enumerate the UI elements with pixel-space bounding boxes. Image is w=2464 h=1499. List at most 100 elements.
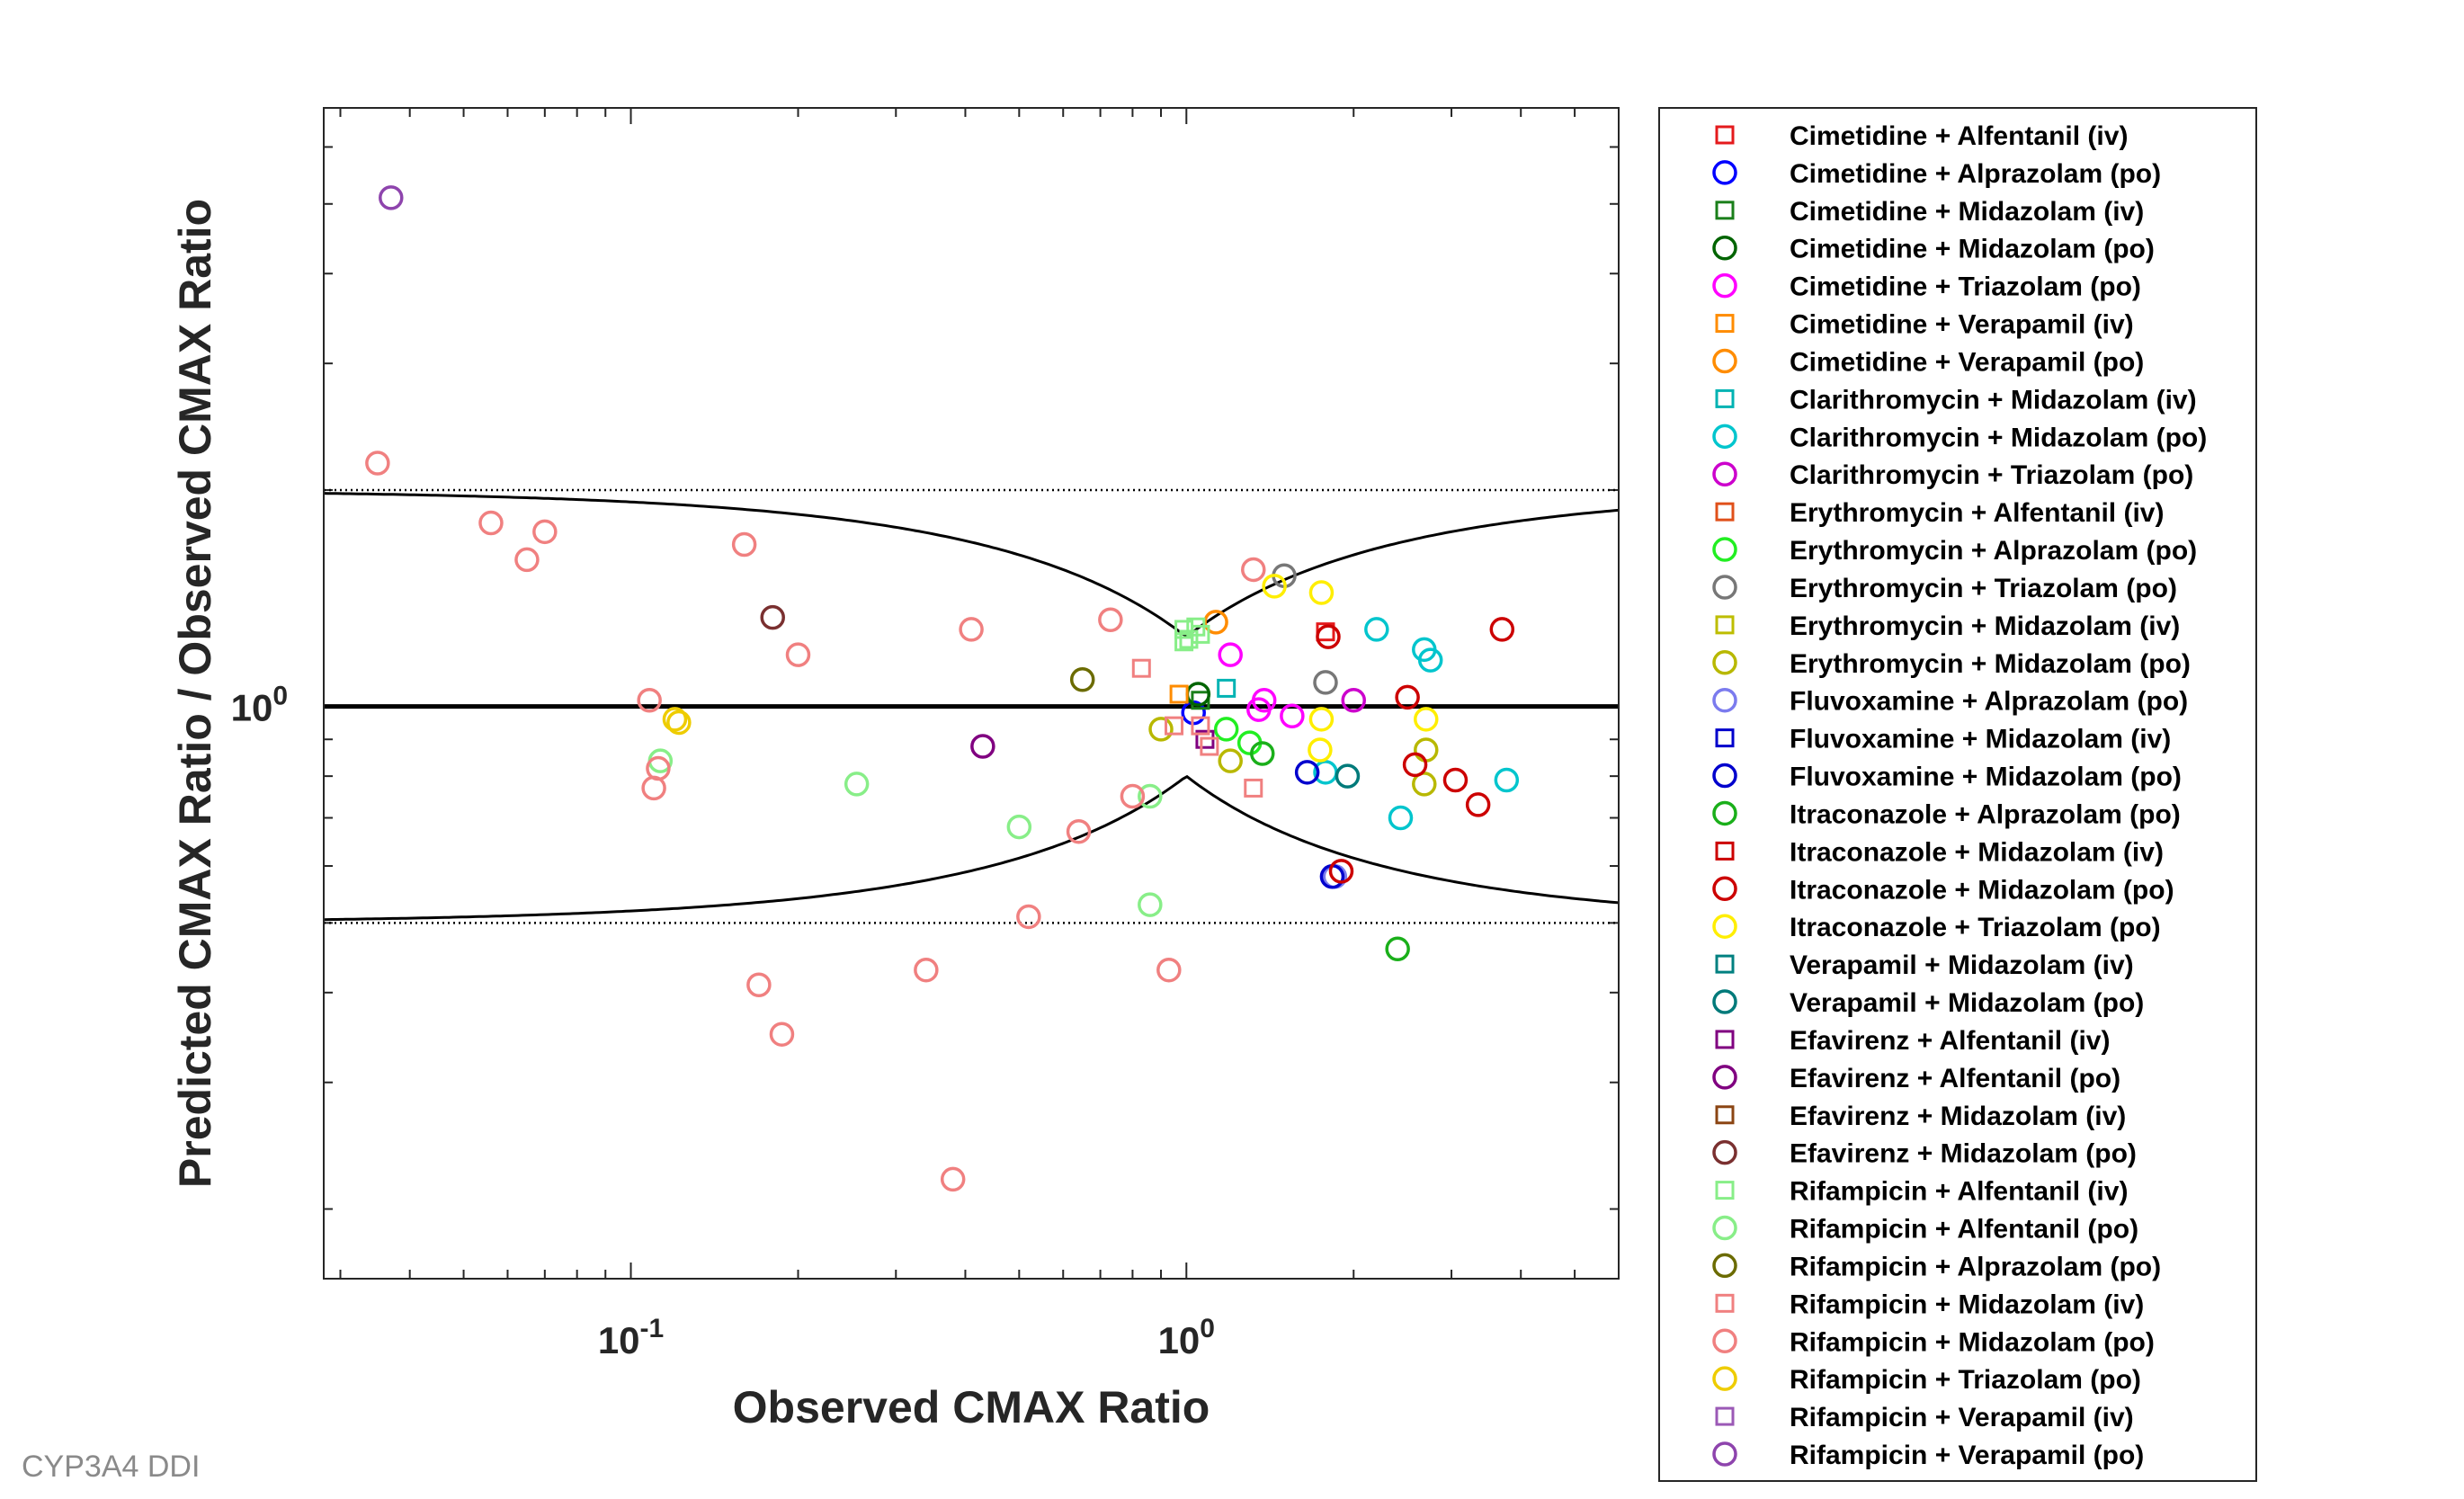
data-point bbox=[1191, 716, 1210, 736]
data-point bbox=[1364, 617, 1389, 642]
legend-entry: Rifampicin + Verapamil (po) bbox=[1790, 1441, 2144, 1470]
data-point bbox=[1098, 607, 1123, 632]
data-point bbox=[1156, 957, 1182, 983]
legend-box bbox=[1658, 107, 2257, 1482]
data-point bbox=[970, 734, 995, 759]
legend-entry: Itraconazole + Triazolam (po) bbox=[1790, 913, 2161, 942]
legend-entry: Rifampicin + Verapamil (iv) bbox=[1790, 1403, 2134, 1432]
y-axis-label: Predicted CMAX Ratio / Observed CMAX Rat… bbox=[170, 199, 220, 1188]
data-point bbox=[1174, 632, 1194, 652]
legend-marker bbox=[1712, 1441, 1737, 1467]
legend-entry: Cimetidine + Alprazolam (po) bbox=[1790, 159, 2161, 189]
legend-marker bbox=[1715, 388, 1735, 408]
legend-marker bbox=[1712, 1328, 1737, 1354]
data-point bbox=[760, 604, 785, 630]
x-tick-labels: 10-1 100 bbox=[598, 1314, 1215, 1361]
legend-entry: Itraconazole + Alprazolam (po) bbox=[1790, 799, 2181, 829]
data-point bbox=[1442, 767, 1469, 793]
data-point bbox=[365, 451, 390, 476]
data-point bbox=[769, 1022, 795, 1047]
data-point bbox=[731, 531, 757, 558]
data-point bbox=[1131, 658, 1151, 678]
data-point bbox=[1069, 666, 1095, 692]
plot-area bbox=[324, 108, 1619, 1279]
legend-marker bbox=[1712, 461, 1737, 486]
y-tick-label: 100 bbox=[231, 682, 288, 729]
legend-marker bbox=[1715, 314, 1735, 334]
data-point bbox=[641, 775, 666, 801]
data-point bbox=[1241, 557, 1266, 583]
legend-entry: Erythromycin + Alprazolam (po) bbox=[1790, 536, 2197, 566]
legend-entry: Cimetidine + Verapamil (po) bbox=[1790, 347, 2144, 377]
data-point bbox=[1120, 783, 1146, 809]
data-point bbox=[478, 510, 504, 536]
legend-marker bbox=[1712, 800, 1737, 826]
x-axis-label: Observed CMAX Ratio bbox=[733, 1382, 1210, 1432]
y-tick-labels: 100 bbox=[231, 682, 288, 729]
legend-marker bbox=[1712, 160, 1737, 185]
legend-marker bbox=[1712, 575, 1737, 600]
legend-marker bbox=[1712, 1253, 1737, 1279]
legend-entry: Clarithromycin + Triazolam (po) bbox=[1790, 460, 2193, 490]
data-point bbox=[1308, 737, 1333, 763]
data-point bbox=[1465, 792, 1491, 817]
legend-marker bbox=[1715, 1105, 1735, 1125]
data-point bbox=[1200, 736, 1219, 756]
legend-entry: Clarithromycin + Midazolam (iv) bbox=[1790, 385, 2197, 415]
legend-entry: Verapamil + Midazolam (po) bbox=[1790, 988, 2144, 1018]
data-point bbox=[746, 972, 772, 997]
legend-marker bbox=[1715, 502, 1735, 522]
data-point bbox=[1328, 859, 1354, 884]
legend-marker bbox=[1715, 1181, 1735, 1200]
data-point bbox=[1402, 752, 1428, 778]
legend-marker bbox=[1712, 650, 1737, 675]
legend-entry: Fluvoxamine + Alprazolam (po) bbox=[1790, 687, 2188, 717]
data-point bbox=[844, 772, 870, 797]
data-point bbox=[514, 547, 540, 573]
data-point bbox=[1335, 763, 1361, 789]
data-point bbox=[1308, 580, 1335, 605]
data-point bbox=[940, 1166, 966, 1192]
legend-marker bbox=[1715, 1406, 1735, 1426]
data-point bbox=[1006, 814, 1032, 840]
legend-entry: Rifampicin + Midazolam (po) bbox=[1790, 1327, 2155, 1357]
data-point bbox=[1341, 688, 1367, 713]
data-point bbox=[1148, 717, 1174, 742]
data-point bbox=[1280, 703, 1305, 728]
footer-caption: CYP3A4 DDI bbox=[22, 1450, 201, 1484]
legend-marker bbox=[1715, 1293, 1735, 1313]
legend-marker bbox=[1715, 954, 1735, 974]
data-point bbox=[1294, 760, 1320, 785]
legend-marker bbox=[1712, 235, 1737, 261]
data-points bbox=[365, 185, 1520, 1192]
legend-entry: Rifampicin + Triazolam (po) bbox=[1790, 1365, 2141, 1395]
legend-entry: Rifampicin + Midazolam (iv) bbox=[1790, 1289, 2144, 1319]
data-point bbox=[1395, 684, 1420, 710]
legend-marker bbox=[1712, 424, 1737, 450]
legend-marker bbox=[1715, 728, 1735, 748]
legend-marker bbox=[1712, 687, 1737, 713]
legend-marker bbox=[1715, 125, 1735, 145]
legend-marker bbox=[1712, 1065, 1737, 1090]
legend-marker bbox=[1712, 1139, 1737, 1165]
data-point bbox=[959, 617, 984, 642]
legend-entry: Efavirenz + Midazolam (iv) bbox=[1790, 1102, 2126, 1131]
data-point bbox=[1244, 778, 1263, 798]
legend-entry: Cimetidine + Triazolam (po) bbox=[1790, 272, 2141, 302]
legend-entry: Clarithromycin + Midazolam (po) bbox=[1790, 423, 2207, 452]
plot-frame bbox=[323, 107, 1620, 1280]
legend-marker bbox=[1712, 348, 1737, 374]
guest-upper-limit bbox=[324, 492, 1619, 638]
legend-entry: Fluvoxamine + Midazolam (po) bbox=[1790, 763, 2182, 792]
data-point bbox=[1385, 936, 1410, 962]
legend-marker bbox=[1712, 914, 1737, 939]
data-point bbox=[1388, 805, 1414, 831]
legend-entry: Verapamil + Midazolam (iv) bbox=[1790, 950, 2134, 980]
data-point bbox=[1066, 818, 1092, 844]
legend-entry: Efavirenz + Alfentanil (iv) bbox=[1790, 1026, 2110, 1056]
legend-entry: Erythromycin + Midazolam (po) bbox=[1790, 649, 2191, 679]
legend-entry: Erythromycin + Alfentanil (iv) bbox=[1790, 498, 2164, 528]
data-point bbox=[1218, 748, 1243, 773]
data-point bbox=[1179, 629, 1199, 649]
legend: Cimetidine + Alfentanil (iv) Cimetidine +… bbox=[1658, 107, 2257, 1482]
